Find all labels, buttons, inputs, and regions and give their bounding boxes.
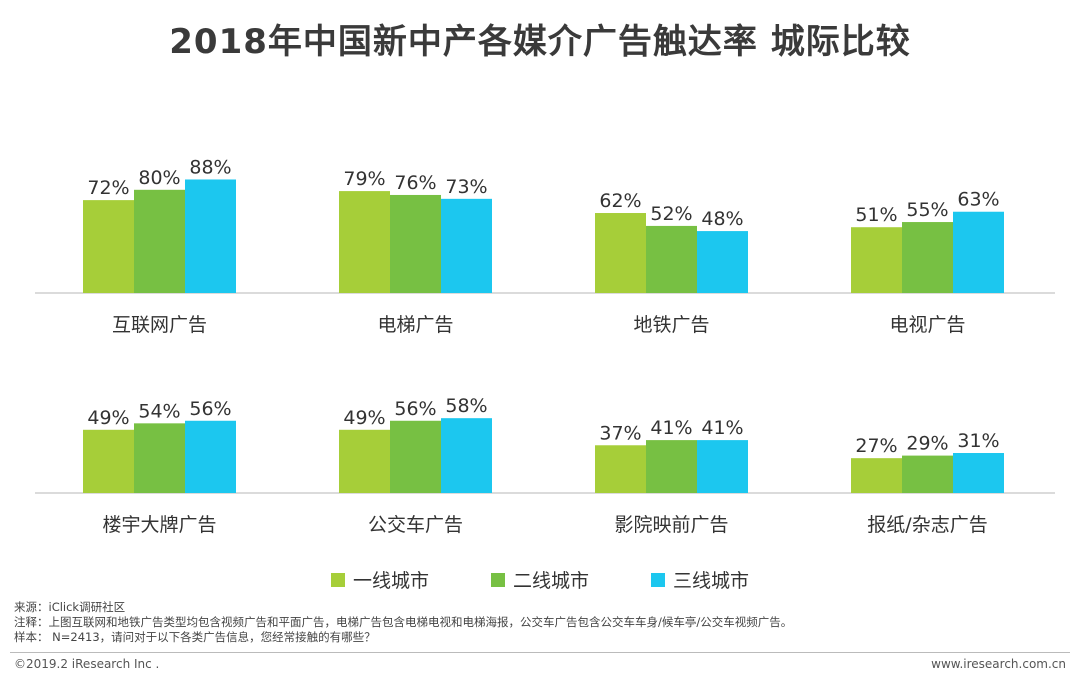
- legend-swatch-tier2: [490, 572, 505, 587]
- value-label-7-2: 41%: [650, 417, 692, 439]
- legend-item-tier2: 二线城市: [490, 566, 589, 593]
- bar-7-3: [697, 440, 748, 493]
- value-label-6-1: 49%: [343, 407, 385, 429]
- bar-2-3: [441, 198, 492, 293]
- bar-6-1: [339, 429, 390, 493]
- bar-6-2: [390, 420, 441, 493]
- value-label-1-1: 72%: [87, 177, 129, 199]
- bar-4-2: [902, 222, 953, 293]
- legend-item-tier3: 三线城市: [651, 566, 749, 593]
- category-label-5: 楼宇大牌广告: [102, 514, 216, 536]
- bar-2-2: [390, 194, 441, 293]
- chart-notes: 来源：iClick调研社区 注释：上图互联网和地铁广告类型均包含视频广告和平面广…: [14, 600, 792, 645]
- value-label-7-3: 41%: [701, 417, 743, 439]
- footer-copyright: ©2019.2 iResearch Inc .: [14, 657, 160, 671]
- value-label-4-2: 55%: [906, 199, 948, 221]
- bar-3-1: [595, 213, 646, 293]
- category-label-1: 互联网广告: [112, 314, 207, 336]
- bar-5-3: [185, 420, 236, 493]
- category-label-2: 电梯广告: [377, 314, 453, 336]
- bar-5-1: [83, 429, 134, 493]
- bar-8-3: [953, 453, 1004, 493]
- value-label-4-1: 51%: [855, 204, 897, 226]
- bar-3-2: [646, 225, 697, 293]
- chart-title: 2018年中国新中产各媒介广告触达率 城际比较: [169, 22, 911, 62]
- bar-chart: 72% 80% 88% 79% 76% 73% 62% 52% 48% 51% 55% 63% 49% 5…: [35, 156, 1055, 536]
- value-label-4-3: 63%: [957, 189, 999, 211]
- legend-label-tier1: 一线城市: [352, 570, 429, 592]
- legend-label-tier3: 三线城市: [673, 570, 750, 592]
- category-label-8: 报纸/杂志广告: [867, 514, 987, 536]
- value-label-5-1: 49%: [87, 407, 129, 429]
- bar-3-3: [697, 231, 748, 293]
- footer-website[interactable]: www.iresearch.com.cn: [931, 657, 1066, 671]
- bar-6-3: [441, 418, 492, 493]
- bar-5-2: [134, 423, 185, 493]
- bar-7-2: [646, 440, 697, 493]
- remark-note: 注释：上图互联网和地铁广告类型均包含视频广告和平面广告，电梯广告包含电梯电视和电…: [14, 615, 793, 629]
- bar-1-3: [185, 179, 236, 293]
- category-label-3: 地铁广告: [633, 314, 709, 336]
- chart-bars: [83, 179, 1004, 493]
- value-label-2-2: 76%: [394, 172, 436, 194]
- value-label-8-1: 27%: [855, 435, 897, 457]
- chart-legend: 一线城市 二线城市 三线城市: [0, 566, 1080, 593]
- footer-divider: [10, 652, 1070, 653]
- value-label-2-1: 79%: [343, 168, 385, 190]
- legend-swatch-tier1: [330, 572, 345, 587]
- value-label-3-3: 48%: [701, 208, 743, 230]
- value-label-5-3: 56%: [189, 398, 231, 420]
- bar-7-1: [595, 445, 646, 493]
- sample-note: 样本： N=2413，请问对于以下各类广告信息，您经常接触的有哪些？: [14, 630, 376, 644]
- value-label-8-3: 31%: [957, 430, 999, 452]
- legend-item-tier1: 一线城市: [330, 566, 429, 593]
- category-label-6: 公交车广告: [368, 514, 463, 536]
- value-label-6-2: 56%: [394, 398, 436, 420]
- source-note: 来源：iClick调研社区: [14, 600, 126, 614]
- value-label-8-2: 29%: [906, 433, 948, 455]
- bar-1-2: [134, 189, 185, 293]
- bar-8-2: [902, 455, 953, 493]
- value-label-2-3: 73%: [445, 176, 487, 198]
- bar-1-1: [83, 200, 134, 293]
- bar-4-1: [851, 227, 902, 293]
- bar-2-1: [339, 191, 390, 293]
- bar-8-1: [851, 458, 902, 493]
- chart-value-labels: 72% 80% 88% 79% 76% 73% 62% 52% 48% 51% 55% 63% 49% 5…: [87, 156, 999, 457]
- value-label-3-1: 62%: [599, 190, 641, 212]
- legend-swatch-tier3: [651, 572, 665, 587]
- value-label-1-2: 80%: [138, 167, 180, 189]
- value-label-3-2: 52%: [650, 203, 692, 225]
- bar-4-3: [953, 211, 1004, 293]
- category-label-4: 电视广告: [889, 314, 965, 336]
- value-label-6-3: 58%: [445, 395, 487, 417]
- legend-label-tier2: 二线城市: [512, 570, 589, 592]
- value-label-7-1: 37%: [599, 422, 641, 444]
- value-label-5-2: 54%: [138, 400, 180, 422]
- value-label-1-3: 88%: [189, 156, 231, 178]
- category-label-7: 影院映前广告: [614, 514, 728, 536]
